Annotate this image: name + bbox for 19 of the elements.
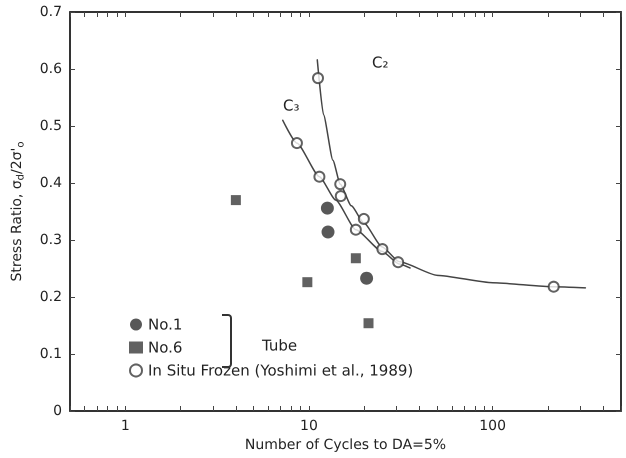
annotation: C₃ bbox=[283, 96, 300, 114]
x-tick-label: 10 bbox=[300, 418, 318, 434]
y-tick-label: 0 bbox=[53, 403, 62, 419]
x-axis-title: Number of Cycles to DA=5% bbox=[244, 436, 446, 453]
legend-label: No.6 bbox=[148, 338, 182, 356]
annotation: C₂ bbox=[372, 54, 388, 72]
y-tick-label: 0.2 bbox=[40, 289, 62, 305]
y-tick-label: 0.1 bbox=[40, 346, 62, 362]
y-axis-title: Stress Ratio, σd/2σ'o bbox=[9, 141, 26, 282]
y-tick-label: 0.3 bbox=[40, 232, 62, 248]
y-tick-label: 0.6 bbox=[40, 61, 62, 77]
legend-label: In Situ Frozen (Yoshimi et al., 1989) bbox=[148, 362, 414, 380]
legend-label: No.1 bbox=[148, 316, 182, 334]
y-tick-label: 0.7 bbox=[40, 4, 62, 20]
y-tick-label: 0.5 bbox=[40, 118, 62, 134]
x-tick-label: 100 bbox=[479, 418, 506, 434]
annotation: Tube bbox=[261, 336, 298, 354]
y-tick-label: 0.4 bbox=[40, 175, 62, 191]
x-tick-label: 1 bbox=[120, 418, 130, 434]
